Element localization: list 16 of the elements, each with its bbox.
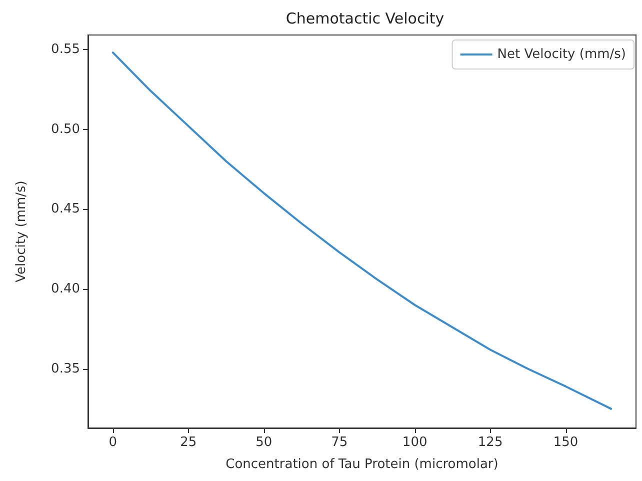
x-tick-label: 125 <box>478 435 503 450</box>
x-tick-label: 50 <box>256 435 272 450</box>
y-tick-label: 0.40 <box>51 282 80 297</box>
x-tick-label: 150 <box>553 435 578 450</box>
y-tick-label: 0.55 <box>51 42 80 57</box>
y-tick-label: 0.45 <box>51 202 80 217</box>
y-tick-label: 0.35 <box>51 361 80 376</box>
y-tick-label: 0.50 <box>51 122 80 137</box>
legend-label: Net Velocity (mm/s) <box>497 47 626 62</box>
x-axis-title: Concentration of Tau Protein (micromolar) <box>226 457 498 472</box>
x-tick-label: 0 <box>108 435 118 450</box>
x-tick-label: 25 <box>180 435 197 450</box>
chart-title: Chemotactic Velocity <box>286 10 444 28</box>
x-tick-label: 75 <box>331 435 348 450</box>
x-tick-label: 100 <box>402 435 428 450</box>
y-axis-title: Velocity (mm/s) <box>14 180 29 282</box>
